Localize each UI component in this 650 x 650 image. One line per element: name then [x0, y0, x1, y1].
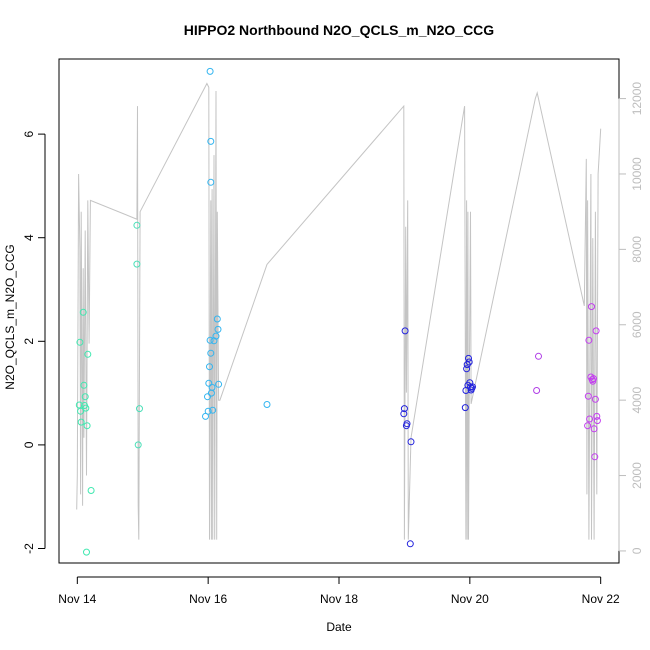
data-point [212, 332, 220, 340]
data-point [210, 337, 218, 345]
data-point [463, 365, 471, 373]
data-point [133, 221, 141, 229]
data-point [588, 303, 595, 311]
data-point [214, 325, 222, 333]
data-point [207, 349, 215, 357]
data-point [406, 540, 414, 548]
data-point [469, 383, 476, 391]
data-point [590, 375, 597, 383]
plot-frame [58, 58, 620, 564]
data-point [77, 407, 85, 415]
data-point [204, 393, 211, 401]
data-point [84, 350, 92, 358]
y-tick-label: 4 [22, 234, 36, 241]
y2-tick-label: 0 [630, 547, 644, 554]
data-point [593, 417, 601, 425]
data-point [79, 308, 87, 316]
data-point [403, 420, 411, 428]
data-point [207, 137, 215, 145]
y-axis: -2 0 2 4 6 [22, 130, 46, 554]
data-point [207, 178, 215, 186]
data-point [76, 338, 84, 346]
data-point [593, 412, 601, 420]
x-tick-label: Nov 20 [451, 592, 489, 606]
data-point [206, 363, 213, 371]
data-point [134, 441, 142, 449]
data-point [206, 67, 214, 75]
x-axis-label: Date [326, 620, 352, 634]
points-series [75, 67, 601, 556]
altitude-series [76, 82, 602, 540]
data-point [208, 383, 216, 391]
data-point [136, 405, 143, 413]
y-axis-label: N2O_QCLS_m_N2O_CCG [3, 244, 17, 389]
data-point [215, 380, 223, 388]
y2-tick-label: 4000 [630, 387, 644, 414]
data-point [584, 422, 592, 430]
data-point [400, 405, 408, 413]
data-point [401, 327, 409, 335]
data-point [535, 352, 542, 360]
data-point [80, 381, 88, 389]
data-point [533, 387, 541, 394]
chart-title: HIPPO2 Northbound N2O_QCLS_m_N2O_CCG [184, 22, 494, 38]
data-point [407, 438, 415, 446]
data-point [465, 358, 473, 366]
y2-tick-label: 2000 [630, 462, 644, 489]
y-tick-label: 6 [22, 130, 36, 137]
y2-tick-label: 10000 [630, 157, 644, 191]
data-point [591, 453, 599, 461]
data-point [592, 327, 600, 335]
data-point [591, 395, 599, 403]
data-point [83, 548, 90, 556]
x-tick-label: Nov 14 [58, 592, 96, 606]
x-tick-label: Nov 16 [189, 592, 227, 606]
y2-tick-label: 6000 [630, 311, 644, 338]
data-point [585, 336, 593, 344]
data-point [206, 336, 214, 344]
altitude-line [76, 82, 602, 540]
y2-tick-label: 8000 [630, 236, 644, 263]
data-point [82, 404, 90, 412]
data-point [133, 260, 141, 268]
y-tick-label: 0 [22, 441, 36, 448]
data-point [467, 383, 474, 391]
y-axis-right: 0 2000 4000 6000 8000 10000 12000 [618, 82, 644, 554]
y-tick-label: 2 [22, 338, 36, 345]
data-point [461, 404, 469, 412]
data-point [209, 406, 217, 414]
data-point [87, 487, 95, 494]
y-tick-label: -2 [22, 543, 36, 554]
x-tick-label: Nov 18 [320, 592, 358, 606]
data-point [400, 410, 408, 418]
data-point [81, 393, 89, 401]
x-tick-label: Nov 22 [582, 592, 620, 606]
data-point [204, 407, 212, 415]
x-axis: Nov 14 Nov 16 Nov 18 Nov 20 Nov 22 [58, 576, 620, 606]
data-point [263, 401, 271, 408]
data-point [77, 418, 85, 426]
data-point [213, 315, 221, 323]
data-point [586, 415, 594, 423]
data-point [83, 422, 91, 430]
y2-tick-label: 12000 [630, 82, 644, 116]
data-point [590, 425, 598, 433]
data-point [465, 354, 472, 362]
data-point [584, 392, 592, 400]
